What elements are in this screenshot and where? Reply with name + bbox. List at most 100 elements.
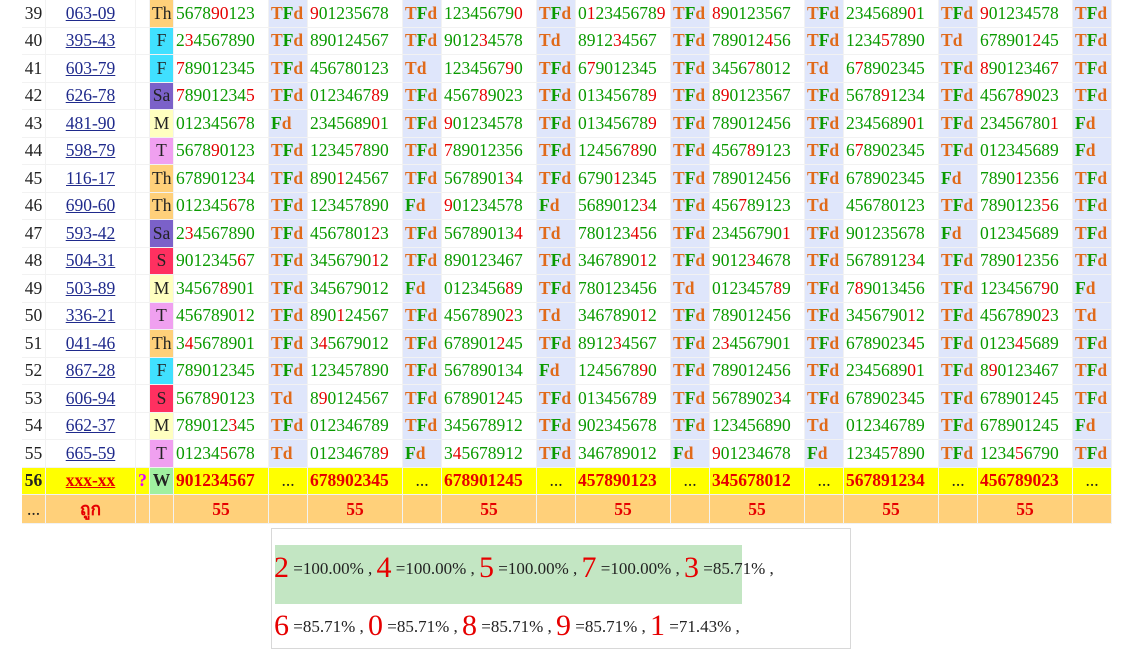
tf-letter: F xyxy=(952,250,964,271)
number-cell: 567890134 xyxy=(442,357,537,385)
marker-cell xyxy=(136,302,150,330)
number-cell: 901234578 xyxy=(442,110,537,138)
number-cell: 891234567 xyxy=(576,330,671,358)
result-code-link[interactable]: 690-60 xyxy=(65,195,116,216)
marker-cell xyxy=(136,110,150,138)
number-cell: 123456790 xyxy=(442,55,537,83)
hit-digit: 5 xyxy=(1041,195,1050,216)
result-code-link[interactable]: 041-46 xyxy=(65,332,116,353)
result-code-cell: xxx-xx xyxy=(46,467,136,495)
tf-cell: TFd xyxy=(805,0,844,28)
tf-cell: Fd xyxy=(1073,275,1112,303)
number-cell: 456789123 xyxy=(710,192,805,220)
hit-digit: 3 xyxy=(479,30,488,51)
tf-cell: Td xyxy=(537,27,576,55)
tf-cell: TFd xyxy=(805,27,844,55)
tf-letter: F xyxy=(1086,57,1098,78)
result-code-link[interactable]: xxx-xx xyxy=(65,470,116,491)
total-count: 55 xyxy=(978,495,1073,524)
tf-cell: TFd xyxy=(671,220,710,248)
hit-digit: 7 xyxy=(747,57,756,78)
result-code-link[interactable]: 626-78 xyxy=(65,85,116,106)
digit-run: 2345678 xyxy=(595,2,657,23)
number-cell: 678901245 xyxy=(978,385,1073,413)
hit-digit: 8 xyxy=(854,277,864,298)
result-code-link[interactable]: 481-90 xyxy=(65,112,116,133)
tf-letter: d xyxy=(1097,442,1108,463)
result-code-link[interactable]: 336-21 xyxy=(65,305,116,326)
result-code-link[interactable]: 598-79 xyxy=(65,140,116,161)
result-code-link[interactable]: 603-79 xyxy=(65,57,116,78)
tf-letter: d xyxy=(829,2,840,23)
table-row: 42 626-78 Sa 789012345 TFd 012346789 TFd 456789… xyxy=(22,82,1112,110)
tf-letter: d xyxy=(818,57,829,78)
result-code-link[interactable]: 395-43 xyxy=(65,30,116,51)
stats-line-2: 6 =85.71% , 0 =85.71% , 8 =85.71% , 9 =8… xyxy=(274,609,740,643)
number-cell: 901234578 xyxy=(442,192,537,220)
tf-cell: TFd xyxy=(805,385,844,413)
result-code-link[interactable]: 063-09 xyxy=(65,2,116,23)
tf-letter: d xyxy=(282,442,293,463)
digit-run: 789012 xyxy=(712,30,765,51)
tf-letter: T xyxy=(405,332,417,353)
row-number: 54 xyxy=(22,412,46,440)
result-code-link[interactable]: 593-42 xyxy=(65,222,116,243)
tf-letter: T xyxy=(405,250,417,271)
number-cell: 890123467 xyxy=(978,357,1073,385)
tf-letter: d xyxy=(829,250,840,271)
result-code-link[interactable]: 606-94 xyxy=(65,387,116,408)
digit-run: 012346789 xyxy=(310,415,389,436)
digit-run: 2345 xyxy=(621,167,657,188)
result-code-link[interactable]: 662-37 xyxy=(65,415,116,436)
tf-letter: d xyxy=(561,442,572,463)
stat-percent: =71.43% , xyxy=(665,617,740,636)
tf-letter: d xyxy=(293,360,304,381)
digit-run: 123456890 xyxy=(712,415,791,436)
digit-run: 89012345 xyxy=(184,57,255,78)
hit-digit: 8 xyxy=(980,57,989,78)
tf-letter: d xyxy=(549,195,560,216)
table-row: 39 063-09 Th 567890123 TFd 901235678 TFd 123456… xyxy=(22,0,1112,28)
ellipsis-cell: ... xyxy=(805,467,844,495)
marker-cell xyxy=(136,247,150,275)
digit-run: 123457890 xyxy=(310,195,389,216)
tf-cell: TFd xyxy=(1073,220,1112,248)
tf-letter: d xyxy=(963,2,974,23)
digit-run: 0123456 xyxy=(444,277,506,298)
digit-run: 890 xyxy=(362,140,389,161)
tf-letter: d xyxy=(818,415,829,436)
tf-letter: d xyxy=(293,57,304,78)
tf-cell: Fd xyxy=(269,110,308,138)
number-cell: 012345689 xyxy=(978,220,1073,248)
number-cell: 012345689 xyxy=(978,137,1073,165)
digit-run: 2345689 xyxy=(310,112,372,133)
digit-run: 3 xyxy=(444,442,453,463)
tf-cell: TFd xyxy=(939,440,978,468)
stat-percent: =100.00% , xyxy=(596,559,684,578)
result-code-link[interactable]: 867-28 xyxy=(65,360,116,381)
tf-letter: T xyxy=(941,442,953,463)
hit-digit: 4 xyxy=(514,222,523,243)
tf-letter: F xyxy=(405,277,416,298)
tf-letter: T xyxy=(807,30,819,51)
result-code-link[interactable]: 665-59 xyxy=(65,442,116,463)
tf-cell: TFd xyxy=(269,412,308,440)
total-count: 55 xyxy=(710,495,805,524)
number-cell: 780123456 xyxy=(576,220,671,248)
result-code-link[interactable]: 504-31 xyxy=(65,250,116,271)
tf-cell: TFd xyxy=(805,137,844,165)
number-cell: 789012456 xyxy=(710,110,805,138)
stat-digit: 3 xyxy=(684,551,699,584)
tf-cell: TFd xyxy=(269,330,308,358)
result-code-link[interactable]: 116-17 xyxy=(66,167,115,188)
number-cell: 123456790 xyxy=(442,0,537,28)
tf-letter: T xyxy=(539,332,551,353)
digit-run: 3456 xyxy=(712,57,747,78)
tf-letter: T xyxy=(539,305,551,326)
digit-run: 5679012 xyxy=(327,332,389,353)
result-code-link[interactable]: 503-89 xyxy=(65,277,116,298)
tf-letter: d xyxy=(561,332,572,353)
tf-letter: T xyxy=(271,195,283,216)
totals-blank xyxy=(1073,495,1112,524)
digit-run: 9012345 xyxy=(176,250,238,271)
